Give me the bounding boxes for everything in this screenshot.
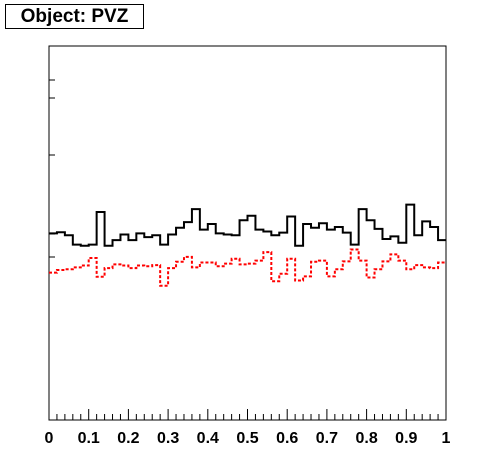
series-black-histogram [49, 203, 446, 247]
x-tick-label: 0.3 [157, 430, 179, 447]
series-red-dashed-histogram [49, 248, 446, 287]
x-tick-label: 0.9 [395, 430, 417, 447]
chart-title: Object: PVZ [5, 4, 144, 29]
plot-frame [48, 45, 447, 421]
x-tick-label: 1 [442, 430, 451, 447]
x-tick-label: 0.7 [316, 430, 338, 447]
x-tick-label: 0.4 [197, 430, 219, 447]
x-tick-label: 0.5 [236, 430, 258, 447]
x-tick-label: 0 [45, 430, 54, 447]
x-tick-label: 0.2 [117, 430, 139, 447]
x-tick-label: 0.6 [276, 430, 298, 447]
x-tick-label: 0.1 [78, 430, 100, 447]
x-tick-label: 0.8 [355, 430, 377, 447]
